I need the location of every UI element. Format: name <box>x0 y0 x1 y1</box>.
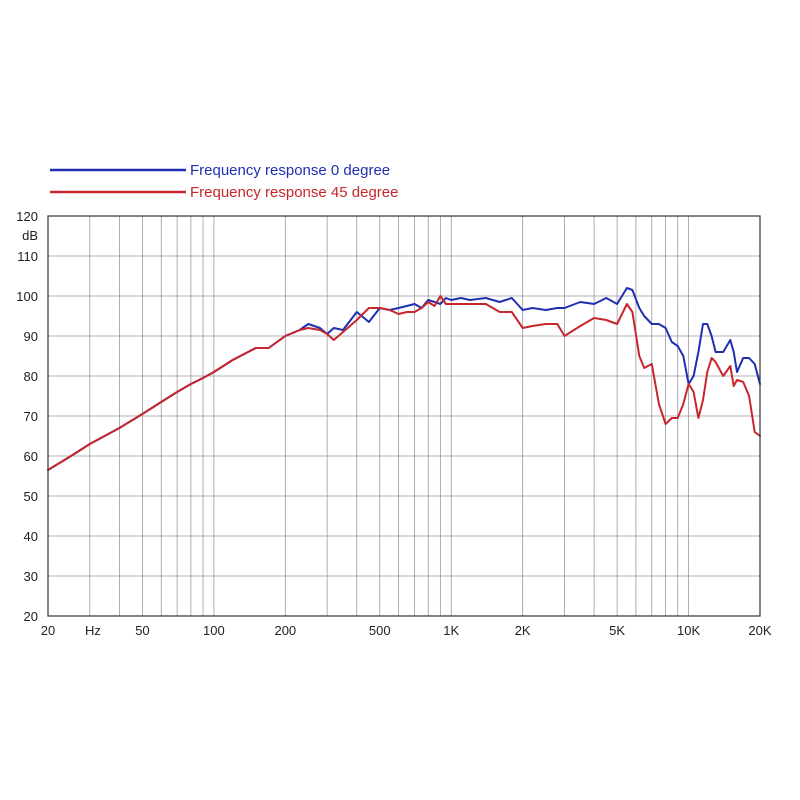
legend: Frequency response 0 degree Frequency re… <box>50 162 398 201</box>
series-group <box>47 287 761 471</box>
y-tick-label: 120 <box>16 209 38 224</box>
x-tick-label: 2K <box>515 623 531 638</box>
y-tick-label: 70 <box>24 409 38 424</box>
x-tick-label: 100 <box>203 623 225 638</box>
series-line-0-degree <box>47 287 761 471</box>
y-tick-label: 100 <box>16 289 38 304</box>
y-axis-unit-label: dB <box>22 228 38 243</box>
x-tick-label: 10K <box>677 623 700 638</box>
x-tick-label: 1K <box>443 623 459 638</box>
x-tick-label: 20 <box>41 623 55 638</box>
y-tick-label: 60 <box>24 449 38 464</box>
grid <box>47 215 761 617</box>
y-tick-label: 40 <box>24 529 38 544</box>
x-tick-label: 5K <box>609 623 625 638</box>
x-tick-label: 50 <box>135 623 149 638</box>
legend-label-45-degree: Frequency response 45 degree <box>190 184 398 201</box>
plot-frame <box>47 215 761 617</box>
x-axis-unit-label: Hz <box>85 623 101 638</box>
y-tick-label: 80 <box>24 369 38 384</box>
legend-label-0-degree: Frequency response 0 degree <box>190 162 390 179</box>
y-tick-label: 90 <box>24 329 38 344</box>
y-tick-label: 30 <box>24 569 38 584</box>
x-tick-label: 20K <box>748 623 771 638</box>
series-line-45-degree <box>47 295 761 471</box>
x-tick-label: 500 <box>369 623 391 638</box>
x-tick-label: 200 <box>274 623 296 638</box>
y-tick-label: 50 <box>24 489 38 504</box>
axis-ticks: 20 30 40 50 60 70 80 90 100 110 120 20 50 100 200 500 1K… <box>16 209 772 638</box>
y-tick-label: 110 <box>17 249 38 264</box>
y-tick-label: 20 <box>24 609 38 624</box>
